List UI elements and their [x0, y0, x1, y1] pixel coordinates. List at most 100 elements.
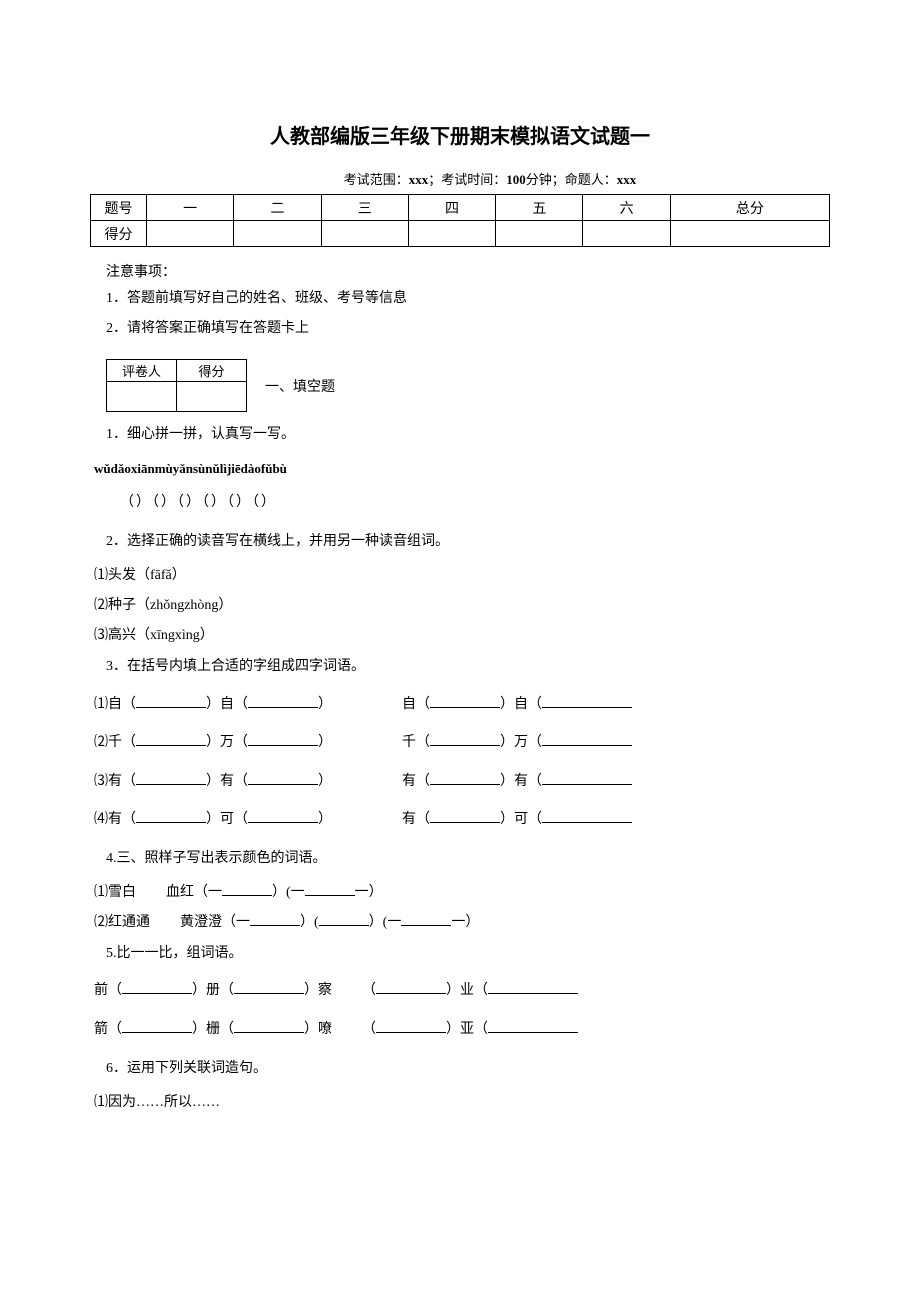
q3-1-d: 自（ [402, 697, 430, 712]
q3-1-b: ）自（ [206, 697, 248, 712]
blank [401, 912, 451, 926]
blank [136, 732, 206, 746]
q5-2-d: （ [362, 1022, 376, 1037]
blank [248, 809, 318, 823]
q3-2-a: ⑵千（ [94, 735, 136, 750]
q3-4-a: ⑷有（ [94, 812, 136, 827]
blank [136, 771, 206, 785]
q5-1-e: ）业（ [446, 983, 488, 998]
blank [542, 694, 632, 708]
section-1-label: 一、填空题 [265, 376, 335, 396]
score-header-cell: 五 [496, 195, 583, 221]
blank [234, 1019, 304, 1033]
question-6: 6．运用下列关联词造句。 [106, 1056, 830, 1081]
q3-4-b: ）可（ [206, 812, 248, 827]
q3-2-b: ）万（ [206, 735, 248, 750]
question-2-2: ⑵种子（zhǒngzhòng） [94, 594, 830, 614]
q3-row-4: ⑷有（）可（）有（）可（ [94, 807, 830, 834]
subtitle-author: xxx [617, 172, 637, 187]
question-2: 2．选择正确的读音写在横线上，并用另一种读音组词。 [106, 529, 830, 554]
blank [248, 732, 318, 746]
question-1-pinyin: wǔdǎoxiānmùyǎnsùnǔlìjiēdàofǔbù [94, 461, 830, 477]
q4-2-b: 黄澄澄（一 [180, 915, 250, 930]
blank [234, 980, 304, 994]
q4-1-a: ⑴雪白 [94, 885, 136, 900]
subtitle-prefix: 考试范围： [344, 172, 409, 187]
score-table: 题号 一 二 三 四 五 六 总分 得分 [90, 194, 830, 247]
blank [248, 771, 318, 785]
q5-2-c: ）嘹 [304, 1022, 332, 1037]
q3-4-d: 有（ [402, 812, 430, 827]
score-empty-cell [147, 221, 234, 247]
blank [488, 1019, 578, 1033]
score-header-cell: 一 [147, 195, 234, 221]
blank [305, 882, 355, 896]
q4-2-d: ）(一 [369, 915, 402, 930]
question-1-blanks: （）（）（）（）（）（） [120, 491, 830, 511]
score-header-cell: 三 [321, 195, 408, 221]
blank [250, 912, 300, 926]
question-1: 1．细心拼一拼，认真写一写。 [106, 422, 830, 447]
blank [122, 1019, 192, 1033]
blank [430, 694, 500, 708]
note-2: 2．请将答案正确填写在答题卡上 [90, 317, 830, 337]
table-row: 得分 [91, 221, 830, 247]
q5-1-b: ）册（ [192, 983, 234, 998]
blank [430, 809, 500, 823]
score-empty-cell [670, 221, 829, 247]
q3-2-d: 千（ [402, 735, 430, 750]
q3-1-a: ⑴自（ [94, 697, 136, 712]
exam-subtitle: 考试范围：xxx；考试时间：100分钟；命题人：xxx [90, 169, 830, 188]
score-empty-cell [583, 221, 670, 247]
score-header-cell: 总分 [670, 195, 829, 221]
question-4: 4.三、照样子写出表示颜色的词语。 [106, 846, 830, 871]
score-empty-cell [321, 221, 408, 247]
blank [222, 882, 272, 896]
q5-2-b: ）栅（ [192, 1022, 234, 1037]
score-header-cell: 四 [408, 195, 495, 221]
q3-row-3: ⑶有（）有（）有（）有（ [94, 769, 830, 796]
score-header-cell: 六 [583, 195, 670, 221]
q4-2-e: 一） [451, 915, 479, 930]
page: 人教部编版三年级下册期末模拟语文试题一 考试范围：xxx；考试时间：100分钟；… [0, 0, 920, 1303]
q3-3-c: ） [318, 774, 332, 789]
q4-2-c: ）( [300, 915, 319, 930]
question-5: 5.比一一比，组词语。 [106, 941, 830, 966]
q3-3-b: ）有（ [206, 774, 248, 789]
q4-1-d: 一） [355, 885, 383, 900]
q3-row-2: ⑵千（）万（）千（）万（ [94, 730, 830, 757]
subtitle-scope: xxx [409, 172, 429, 187]
q5-row-2: 箭（）栅（）嘹（）亚（ [94, 1017, 830, 1044]
blank [542, 732, 632, 746]
blank [376, 980, 446, 994]
score-empty-cell [496, 221, 583, 247]
grader-table: 评卷人 得分 [106, 359, 247, 412]
q5-1-d: （ [362, 983, 376, 998]
page-title: 人教部编版三年级下册期末模拟语文试题一 [90, 120, 830, 149]
blank [319, 912, 369, 926]
blank [248, 694, 318, 708]
blank [376, 1019, 446, 1033]
note-1: 1．答题前填写好自己的姓名、班级、考号等信息 [90, 287, 830, 307]
q3-row-1: ⑴自（）自（）自（）自（ [94, 692, 830, 719]
q5-1-a: 前（ [94, 983, 122, 998]
q3-4-e: ）可（ [500, 812, 542, 827]
grader-col1: 评卷人 [107, 360, 177, 382]
blank [430, 732, 500, 746]
blank [136, 694, 206, 708]
blank [136, 809, 206, 823]
blank [542, 771, 632, 785]
question-3: 3．在括号内填上合适的字组成四字词语。 [106, 654, 830, 679]
q5-1-c: ）察 [304, 983, 332, 998]
q5-2-a: 箭（ [94, 1022, 122, 1037]
grader-empty [177, 382, 247, 412]
q5-row-1: 前（ ）册（ ）察 （ ）业（ [94, 978, 830, 1005]
table-row: 评卷人 得分 [107, 360, 247, 382]
q3-1-c: ） [318, 697, 332, 712]
table-row: 题号 一 二 三 四 五 六 总分 [91, 195, 830, 221]
q4-1-b: 血红（一 [166, 885, 222, 900]
subtitle-minutes: 100 [506, 172, 526, 187]
blank [542, 809, 632, 823]
q3-3-a: ⑶有（ [94, 774, 136, 789]
score-label-cell: 得分 [91, 221, 147, 247]
